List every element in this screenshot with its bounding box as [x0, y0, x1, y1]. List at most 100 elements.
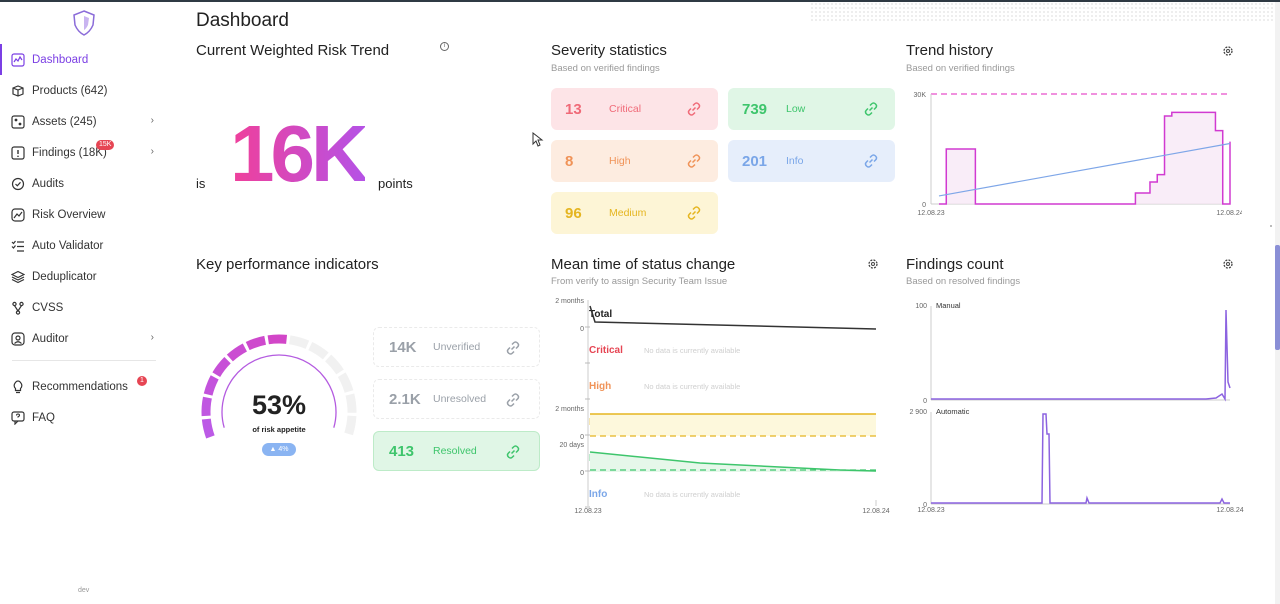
trend-area — [939, 112, 1230, 204]
gauge-segment — [267, 334, 288, 345]
sidebar-item-label: Auto Validator — [32, 239, 104, 252]
sidebar-item-cvss[interactable]: CVSS — [0, 292, 170, 323]
branch-icon — [10, 300, 26, 316]
sidebar-item-findings[interactable]: Findings (18K) › 15K — [0, 137, 170, 168]
sidebar-item-auto-validator[interactable]: Auto Validator — [0, 230, 170, 261]
chevron-right-icon[interactable]: › — [150, 146, 154, 157]
env-label: dev — [78, 587, 90, 594]
x-tick-label: 12.08.23 — [574, 508, 601, 515]
gear-icon[interactable] — [1222, 45, 1234, 57]
chevron-right-icon[interactable]: › — [150, 115, 154, 126]
sidebar-item-assets[interactable]: Assets (245) › — [0, 106, 170, 137]
y-tick-label: 2 months — [555, 298, 584, 305]
sidebar-item-label: FAQ — [32, 411, 56, 424]
gauge-segment — [308, 341, 329, 360]
kpi-card-resolved[interactable]: 413 Resolved — [373, 431, 540, 471]
findings-line-automatic — [931, 413, 1230, 504]
x-tick-label: 12.08.24 — [1216, 507, 1243, 514]
shield-logo-icon[interactable] — [72, 10, 96, 36]
link-icon[interactable] — [863, 101, 879, 117]
severity-card-critical[interactable]: 13 Critical — [551, 88, 718, 130]
no-data-text: No data is currently available — [644, 382, 740, 391]
sidebar: Dashboard Products (642) Assets (245) › Find… — [0, 2, 170, 604]
link-icon[interactable] — [686, 101, 702, 117]
sidebar-item-label: Dashboard — [32, 53, 89, 66]
findings-count-chart: 100 0 Manual 2 900 0 Automatic 12.08.23 12.08.2… — [909, 301, 1243, 514]
chevron-right-icon[interactable]: › — [150, 332, 154, 343]
link-icon[interactable] — [686, 205, 702, 221]
finding-icon — [10, 145, 26, 161]
risk-appetite-gauge — [201, 334, 357, 439]
gauge-inner-arc — [221, 354, 337, 428]
mean-time-chart: 12.08.23 12.08.24 Total 2 months 0 Critical No… — [555, 298, 890, 515]
gauge-segment — [288, 335, 310, 349]
trend-history-chart: 30K 012.08.23 12.08.24 — [914, 92, 1242, 217]
lightbulb-icon — [10, 379, 26, 395]
severity-card-medium[interactable]: 96 Medium — [551, 192, 718, 234]
sidebar-item-label: Findings (18K) — [32, 146, 107, 159]
sidebar-item-auditor[interactable]: Auditor › — [0, 323, 170, 354]
faq-icon — [10, 410, 26, 426]
link-icon[interactable] — [505, 340, 521, 356]
series-label-automatic: Automatic — [936, 407, 970, 416]
severity-count: 8 — [565, 152, 574, 170]
severity-count: 96 — [565, 204, 582, 222]
gauge-delta-badge: ▲ 4% — [262, 443, 296, 456]
gauge-segment — [201, 418, 215, 439]
severity-label: Info — [786, 155, 804, 167]
sidebar-item-label: Auditor — [32, 332, 69, 345]
severity-label: Low — [786, 103, 806, 115]
medium-fill — [590, 414, 876, 436]
y-tick-label: 2 900 — [909, 409, 927, 416]
gauge-value: 53% — [251, 390, 307, 420]
y-tick-label: 0 — [923, 502, 927, 509]
kpi-card-unverified[interactable]: 14K Unverified — [373, 327, 540, 367]
sidebar-item-dashboard[interactable]: Dashboard — [0, 44, 170, 75]
gauge-segment — [201, 396, 212, 417]
x-tick-label: 12.08.23 — [917, 210, 944, 217]
sidebar-divider — [12, 360, 156, 361]
info-icon[interactable]: i — [440, 42, 449, 51]
sidebar-item-label: Recommendations — [32, 380, 128, 393]
link-icon[interactable] — [863, 153, 879, 169]
gear-icon[interactable] — [867, 258, 879, 270]
low-line — [589, 451, 877, 472]
series-label-high: High — [589, 381, 611, 392]
edge-mark — [1270, 225, 1272, 227]
audit-icon — [10, 176, 26, 192]
sidebar-item-recommendations[interactable]: Recommendations 1 — [0, 371, 170, 402]
y-tick-label: 2 months — [555, 406, 584, 413]
sidebar-item-label: CVSS — [32, 301, 64, 314]
sidebar-item-faq[interactable]: FAQ — [0, 402, 170, 433]
sidebar-item-audits[interactable]: Audits — [0, 168, 170, 199]
gauge-segment — [226, 343, 248, 362]
severity-card-info[interactable]: 201 Info — [728, 140, 895, 182]
kpi-card-unresolved[interactable]: 2.1K Unresolved — [373, 379, 540, 419]
gauge-segment — [344, 415, 357, 436]
risk-prefix: is — [196, 176, 206, 191]
kpi-count: 413 — [389, 442, 415, 460]
sidebar-item-deduplicator[interactable]: Deduplicator — [0, 261, 170, 292]
gear-icon[interactable] — [1222, 258, 1234, 270]
chart-line-icon — [10, 52, 26, 68]
layers-icon — [10, 269, 26, 285]
link-icon[interactable] — [505, 444, 521, 460]
y-tick-label: 30K — [914, 92, 927, 99]
sidebar-item-risk-overview[interactable]: Risk Overview — [0, 199, 170, 230]
series-label-total: Total — [589, 309, 612, 320]
trend-line — [939, 111, 1231, 205]
x-tick-label: 12.08.24 — [1216, 210, 1242, 217]
kpi-count: 14K — [389, 338, 417, 356]
link-icon[interactable] — [505, 392, 521, 408]
sidebar-item-products[interactable]: Products (642) — [0, 75, 170, 106]
severity-card-high[interactable]: 8 High — [551, 140, 718, 182]
gauge-segment — [345, 393, 357, 413]
findings-count-title: Findings count — [906, 256, 1004, 273]
trend-history-subtitle: Based on verified findings — [906, 63, 1015, 74]
link-icon[interactable] — [686, 153, 702, 169]
trend-icon — [10, 207, 26, 223]
gauge-segment — [212, 357, 231, 378]
severity-card-low[interactable]: 739 Low — [728, 88, 895, 130]
sidebar-nav: Dashboard Products (642) Assets (245) › Find… — [0, 44, 170, 433]
scrollbar-thumb[interactable] — [1275, 245, 1280, 350]
